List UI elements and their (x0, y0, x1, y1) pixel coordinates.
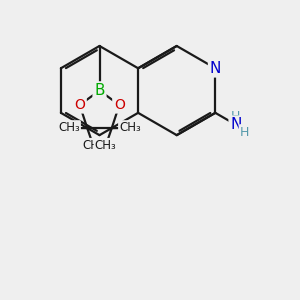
Text: CH₃: CH₃ (82, 139, 104, 152)
Text: B: B (94, 83, 105, 98)
Text: O: O (114, 98, 125, 112)
Text: CH₃: CH₃ (95, 139, 117, 152)
Text: CH₃: CH₃ (58, 122, 80, 134)
Text: H: H (240, 126, 250, 139)
Text: O: O (74, 98, 85, 112)
Text: N: N (230, 117, 242, 132)
Text: H: H (231, 110, 241, 123)
Text: N: N (210, 61, 221, 76)
Text: CH₃: CH₃ (119, 122, 141, 134)
